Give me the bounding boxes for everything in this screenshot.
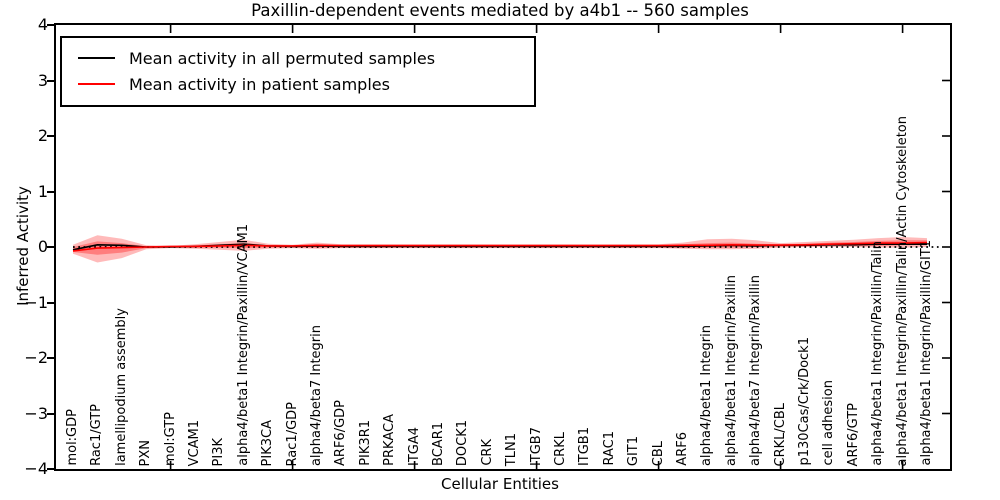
y-tick-label: −2 — [24, 348, 48, 367]
legend: Mean activity in all permuted samples Me… — [60, 36, 536, 107]
y-tick-label: 4 — [37, 15, 48, 34]
x-tick-label: alpha4/beta1 Integrin — [699, 324, 715, 466]
x-tick-label: BCAR1 — [431, 422, 446, 466]
y-tick-mark — [47, 412, 54, 415]
x-tick-label: PIK3R1 — [357, 420, 373, 466]
x-tick-label: ITGA4 — [406, 426, 422, 466]
x-tick-label: CRK — [479, 439, 495, 466]
x-tick-label: CBL — [650, 440, 666, 466]
y-tick-mark — [47, 135, 54, 137]
permuted-line-sample — [78, 57, 115, 59]
x-tick-label: alpha4/beta1 Integrin/Paxillin/GIT1 — [919, 240, 934, 466]
plot-area: mol:GDP Rac1/GTP lamellipodium assembly PXN… — [54, 23, 952, 471]
y-tick-label: 2 — [37, 126, 48, 145]
y-tick-label: 0 — [37, 237, 48, 256]
patient-line-sample — [78, 83, 115, 85]
legend-label-permuted: Mean activity in all permuted samples — [129, 48, 436, 68]
y-tick-mark — [47, 246, 54, 248]
x-tick-label: ARF6/GDP — [333, 400, 349, 466]
y-tick-mark — [47, 301, 54, 304]
y-tick-label: −4 — [24, 459, 48, 478]
x-axis-label: Cellular Entities — [441, 475, 559, 493]
y-tick-mark — [47, 24, 54, 26]
chart-title: Paxillin-dependent events mediated by a4… — [251, 1, 749, 20]
x-tick-label: alpha4/beta7 Integrin — [309, 324, 324, 466]
x-tick-label: ARF6 — [675, 432, 690, 466]
x-tick-label: mol:GDP — [65, 409, 80, 466]
chart-canvas — [72, 25, 950, 469]
y-tick-label: −3 — [24, 403, 48, 423]
x-tick-label: ITGB1 — [577, 426, 593, 466]
y-tick-mark — [47, 79, 54, 82]
x-tick-label: cell adhesion — [821, 380, 837, 466]
y-tick-label: 1 — [37, 181, 48, 201]
x-tick-label: Rac1/GDP — [284, 401, 300, 466]
x-tick-label: alpha4/beta1 Integrin/Paxillin/Talin/Act… — [894, 115, 910, 466]
legend-label-patient: Mean activity in patient samples — [129, 74, 390, 94]
y-tick-label: 3 — [37, 70, 48, 90]
x-tick-label: alpha4/beta1 Integrin/Paxillin/VCAM1 — [235, 224, 251, 466]
patient-mean-line — [72, 241, 928, 252]
x-tick-label: GIT1 — [626, 435, 642, 466]
x-tick-label: CRKL/CBL — [772, 402, 788, 467]
x-tick-label: PI3K — [211, 437, 227, 466]
y-tick-mark — [47, 357, 54, 359]
legend-entry-permuted: Mean activity in all permuted samples — [72, 45, 524, 71]
x-tick-label: alpha4/beta7 Integrin/Paxillin — [748, 274, 764, 466]
x-tick-label: RAC1 — [601, 431, 617, 466]
x-tick-label: PRKACA — [382, 414, 398, 466]
x-tick-label: PXN — [138, 439, 154, 466]
x-tick-label: mol:GTP — [162, 412, 178, 466]
x-tick-label: ITGB7 — [528, 426, 544, 466]
confidence-band — [73, 240, 927, 255]
x-tick-label: Rac1/GTP — [89, 404, 105, 466]
x-tick-label: VCAM1 — [187, 419, 202, 466]
confidence-band — [73, 235, 927, 263]
y-tick-label: −1 — [24, 292, 48, 312]
y-tick-mark — [47, 190, 54, 193]
x-tick-label: DOCK1 — [455, 419, 471, 466]
legend-entry-patient: Mean activity in patient samples — [72, 71, 524, 97]
x-tick-label: ARF6/GTP — [845, 402, 861, 466]
x-tick-label: TLN1 — [504, 432, 520, 466]
x-tick-label: alpha4/beta1 Integrin/Paxillin — [723, 274, 739, 466]
x-tick-label: alpha4/beta1 Integrin/Paxillin/Talin — [870, 241, 886, 466]
x-tick-label: p130Cas/Crk/Dock1 — [797, 337, 812, 466]
x-tick-label: PIK3CA — [260, 419, 276, 466]
x-tick-label: CRKL — [553, 432, 568, 466]
y-tick-mark — [47, 468, 54, 470]
x-tick-label: lamellipodium assembly — [113, 308, 129, 466]
